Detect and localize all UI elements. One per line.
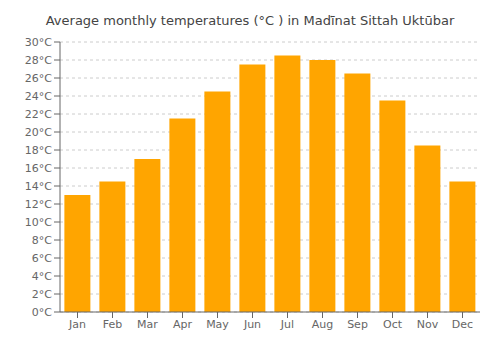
svg-text:16°C: 16°C bbox=[25, 162, 52, 175]
svg-text:18°C: 18°C bbox=[25, 144, 52, 157]
svg-text:Jan: Jan bbox=[68, 318, 86, 331]
svg-text:28°C: 28°C bbox=[25, 54, 52, 67]
svg-text:Apr: Apr bbox=[173, 318, 193, 331]
svg-text:0°C: 0°C bbox=[32, 306, 52, 319]
svg-text:20°C: 20°C bbox=[25, 126, 52, 139]
svg-text:Jul: Jul bbox=[280, 318, 294, 331]
svg-text:22°C: 22°C bbox=[25, 108, 52, 121]
svg-text:Jun: Jun bbox=[243, 318, 261, 331]
svg-text:10°C: 10°C bbox=[25, 216, 52, 229]
svg-text:Oct: Oct bbox=[383, 318, 403, 331]
svg-text:Aug: Aug bbox=[312, 318, 333, 331]
svg-text:Feb: Feb bbox=[103, 318, 122, 331]
svg-text:14°C: 14°C bbox=[25, 180, 52, 193]
html-text:Average monthly temperatures (: Average monthly temperatures (°C ) in Ma… bbox=[45, 13, 455, 28]
svg-text:Dec: Dec bbox=[452, 318, 473, 331]
svg-text:2°C: 2°C bbox=[32, 288, 52, 301]
svg-text:26°C: 26°C bbox=[25, 72, 52, 85]
svg-text:Nov: Nov bbox=[417, 318, 439, 331]
svg-text:24°C: 24°C bbox=[25, 90, 52, 103]
svg-text:Sep: Sep bbox=[347, 318, 368, 331]
svg-text:4°C: 4°C bbox=[32, 270, 52, 283]
svg-text:30°C: 30°C bbox=[25, 36, 52, 49]
svg-text:8°C: 8°C bbox=[32, 234, 52, 247]
svg-text:Mar: Mar bbox=[137, 318, 158, 331]
svg-text:12°C: 12°C bbox=[25, 198, 52, 211]
svg-text:May: May bbox=[206, 318, 229, 331]
svg-text:6°C: 6°C bbox=[32, 252, 52, 265]
